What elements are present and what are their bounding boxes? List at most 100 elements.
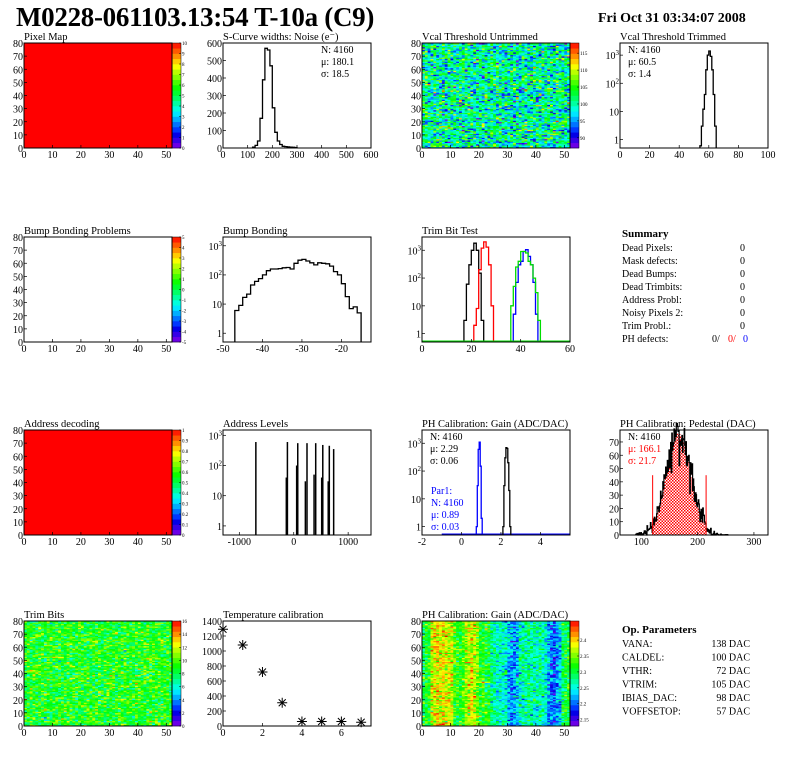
map-cell (513, 66, 517, 69)
map-cell (453, 90, 457, 92)
map-cell (441, 99, 446, 102)
map-cell (461, 79, 465, 82)
map-cell (467, 123, 471, 125)
map-cell (456, 95, 460, 98)
map-cell (561, 45, 565, 48)
stats-line: σ: 0.03 (431, 522, 459, 533)
y-tick-label: 102 (408, 465, 422, 478)
map-cell (433, 88, 437, 91)
map-cell (450, 67, 454, 70)
map-cell (493, 48, 497, 50)
map-cell (564, 81, 568, 83)
map-cell (564, 91, 568, 94)
map-cell (453, 88, 457, 91)
palette-step (570, 132, 579, 138)
map-cell (515, 137, 520, 140)
map-cell (541, 124, 545, 126)
map-cell (422, 111, 426, 113)
map-cell (478, 56, 483, 58)
map-cell (461, 134, 465, 137)
map-cell (544, 102, 548, 104)
map-cell (453, 136, 457, 138)
x-tick-label: 4 (538, 537, 543, 548)
map-cell (552, 44, 557, 46)
map-cell (530, 136, 534, 138)
map-cell (538, 96, 542, 99)
map-cell (510, 116, 514, 119)
map-cell (541, 49, 545, 52)
map-cell (478, 50, 483, 53)
map-cell (524, 115, 528, 117)
map-cell (464, 65, 468, 67)
palette-tick-label: 0.8 (182, 450, 189, 455)
map-cell (439, 54, 443, 57)
map-cell (518, 99, 522, 102)
map-cell (450, 77, 454, 79)
palette-step (570, 142, 579, 149)
palette-step (172, 284, 181, 290)
map-cell (521, 98, 525, 100)
map-cell (453, 62, 457, 65)
map-cell (550, 96, 554, 99)
map-cell (564, 115, 568, 117)
map-cell (535, 123, 539, 125)
map-cell (461, 83, 465, 86)
map-cell (496, 44, 500, 46)
map-cell (538, 83, 542, 86)
map-cell (544, 87, 548, 90)
map-cell (476, 104, 480, 107)
map-cell (447, 94, 451, 96)
map-cell (498, 82, 502, 84)
map-cell (430, 107, 434, 109)
map-cell (530, 58, 534, 61)
y-tick-label: 30 (13, 299, 23, 310)
map-cell (464, 46, 468, 49)
map-cell (427, 145, 431, 147)
map-cell (538, 61, 542, 63)
map-cell (433, 109, 437, 112)
map-cell (476, 141, 480, 144)
map-cell (507, 112, 511, 115)
map-cell (464, 98, 468, 100)
map-cell (538, 54, 542, 57)
map-cell (459, 53, 463, 56)
map-cell (538, 85, 542, 87)
map-cell (459, 133, 463, 136)
map-cell (544, 49, 548, 52)
map-cell (544, 88, 548, 91)
map-cell (467, 106, 471, 108)
map-cell (518, 69, 522, 71)
map-cell (567, 140, 571, 142)
map-cell (444, 100, 448, 103)
palette-step (172, 74, 181, 81)
map-cell (436, 102, 440, 104)
map-cell (436, 100, 440, 103)
map-cell (498, 48, 502, 50)
map-cell (552, 106, 557, 108)
map-cell (436, 145, 440, 147)
map-cell (476, 82, 480, 84)
map-cell (535, 66, 539, 69)
map-cell (470, 102, 474, 104)
map-cell (527, 115, 531, 117)
map-cell (427, 138, 431, 141)
map-cell (498, 46, 502, 49)
map-cell (544, 108, 548, 111)
map-cell (507, 44, 511, 46)
map-cell (470, 46, 474, 49)
map-cell (552, 77, 557, 79)
map-cell (510, 138, 514, 141)
summary-row-label: Mask defects: (622, 256, 678, 267)
map-cell (427, 96, 431, 99)
map-cell (538, 86, 542, 88)
map-cell (541, 117, 545, 120)
map-cell (484, 62, 488, 65)
map-cell (493, 137, 497, 140)
map-cell (433, 145, 437, 147)
map-cell (430, 128, 434, 130)
map-cell (521, 48, 525, 50)
map-cell (422, 102, 426, 104)
map-cell (533, 70, 537, 73)
map-cell (558, 100, 562, 103)
